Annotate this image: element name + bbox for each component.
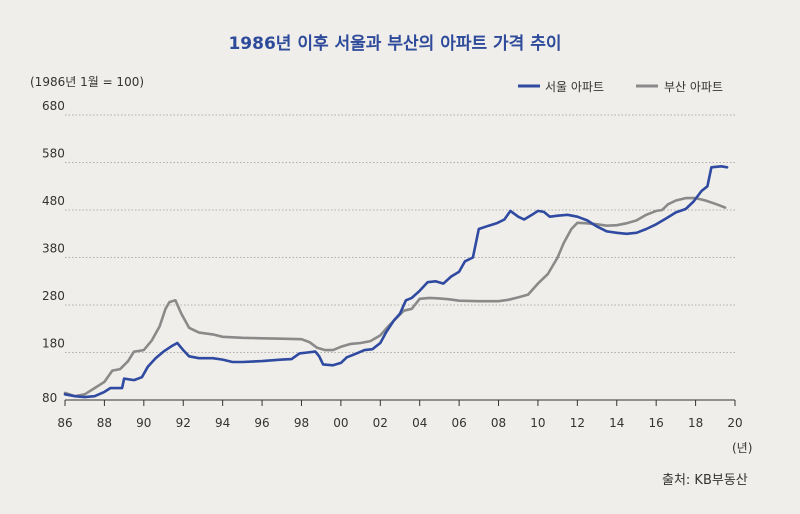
x-tick-label: 08: [491, 416, 506, 430]
y-tick-label: 380: [42, 242, 65, 256]
x-tick-label: 18: [688, 416, 703, 430]
x-tick-label: 94: [215, 416, 230, 430]
x-tick-label: 12: [570, 416, 585, 430]
x-tick-label: 92: [176, 416, 191, 430]
y-axis-ticks: 80 180 280 380 480 580 680: [42, 99, 65, 405]
x-axis-unit-label: (년): [732, 441, 752, 455]
x-tick-label: 06: [451, 416, 466, 430]
x-tick-label: 96: [254, 416, 269, 430]
x-tick-label: 16: [649, 416, 664, 430]
x-tick-label: 90: [136, 416, 151, 430]
chart-title: 1986년 이후 서울과 부산의 아파트 가격 추이: [228, 33, 561, 54]
y-tick-label: 680: [42, 99, 65, 113]
y-axis-label: (1986년 1월 = 100): [30, 75, 144, 89]
legend: 서울 아파트 부산 아파트: [518, 80, 723, 94]
x-tick-label: 98: [294, 416, 309, 430]
series-lines: [63, 165, 729, 399]
y-tick-label: 580: [42, 147, 65, 161]
series-line-busan: [63, 196, 727, 398]
x-tick-label: 02: [373, 416, 388, 430]
x-tick-label: 10: [530, 416, 545, 430]
source-note: 출처: KB부동산: [662, 473, 748, 488]
x-axis: 86 88 90 92 94 96 98 00 02 04 06 08 10 12 14 16 18 20: [57, 399, 743, 430]
x-tick-label: 88: [97, 416, 112, 430]
y-tick-label: 280: [42, 289, 65, 303]
x-tick-label: 86: [57, 416, 72, 430]
x-tick-label: 00: [333, 416, 348, 430]
x-tick-label: 04: [412, 416, 427, 430]
series-line-seoul: [63, 165, 729, 399]
y-tick-label: 80: [42, 391, 57, 405]
x-tick-label: 20: [727, 416, 742, 430]
y-tick-label: 180: [42, 337, 65, 351]
legend-label-busan: 부산 아파트: [664, 80, 723, 94]
legend-label-seoul: 서울 아파트: [545, 80, 604, 94]
y-tick-label: 480: [42, 194, 65, 208]
x-tick-label: 14: [609, 416, 624, 430]
